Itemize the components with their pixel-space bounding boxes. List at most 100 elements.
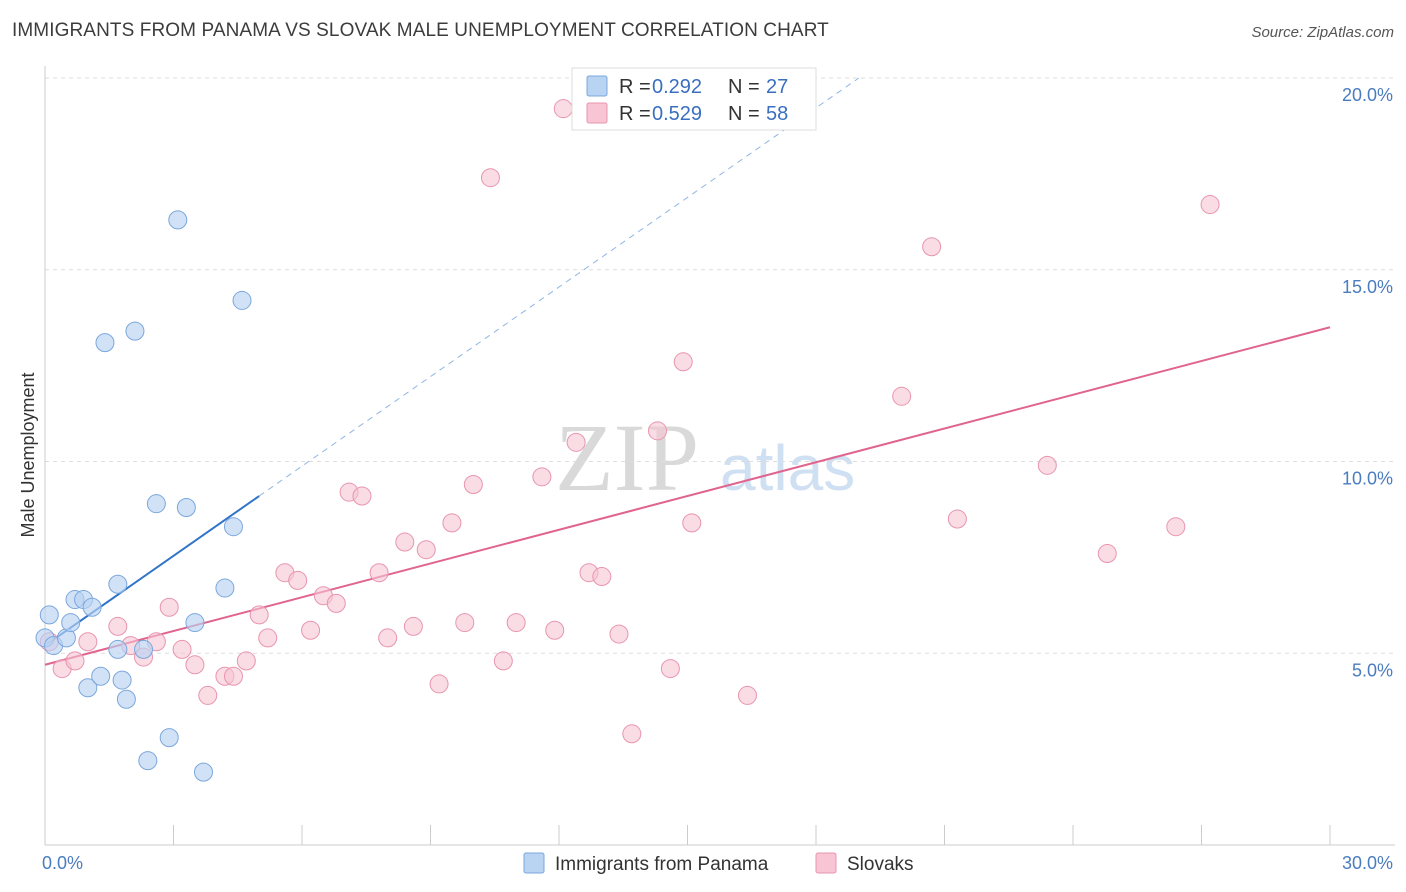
slovaks-point xyxy=(258,628,278,648)
slovaks-point xyxy=(172,639,192,659)
panama-point xyxy=(193,762,213,782)
watermark: ZIP atlas xyxy=(555,404,855,511)
slovaks-point xyxy=(673,352,693,372)
legend-box xyxy=(571,67,817,131)
panama-point xyxy=(112,670,132,690)
watermark-zip: ZIP xyxy=(555,404,699,511)
panama-point xyxy=(138,751,158,771)
legend-n-label-slovaks: N = xyxy=(728,103,760,125)
panama-point xyxy=(39,605,59,625)
slovaks-point xyxy=(288,570,308,590)
legend-r-label-slovaks: R = xyxy=(619,103,651,125)
panama-trendline-extension xyxy=(258,77,860,497)
slovaks-point xyxy=(892,386,912,406)
series-legend-swatch-slovaks xyxy=(815,852,837,874)
slovaks-point xyxy=(506,613,526,633)
slovaks-point xyxy=(553,99,573,119)
slovaks-point xyxy=(592,567,612,587)
slovaks-point xyxy=(236,651,256,671)
slovaks-point xyxy=(493,651,513,671)
stats-legend: R = 0.292 N = 27 R = 0.529 N = 58 xyxy=(571,67,817,131)
series-legend-swatch-panama xyxy=(523,852,545,874)
panama-points xyxy=(35,210,252,782)
panama-point xyxy=(159,728,179,748)
y-tick-label-15: 15.0% xyxy=(1342,277,1393,297)
panama-point xyxy=(116,689,136,709)
y-tick-labels: 5.0% 10.0% 15.0% 20.0% xyxy=(1342,85,1393,680)
slovaks-point xyxy=(532,467,552,487)
panama-point xyxy=(108,639,128,659)
y-tick-label-5: 5.0% xyxy=(1352,660,1393,680)
panama-point xyxy=(91,666,111,686)
slovaks-point xyxy=(1097,544,1117,564)
legend-swatch-slovaks xyxy=(586,102,608,124)
panama-trendline xyxy=(44,495,260,647)
slovaks-point xyxy=(78,632,98,652)
legend-n-label-panama: N = xyxy=(728,76,760,98)
axes xyxy=(44,66,1395,846)
y-tick-label-10: 10.0% xyxy=(1342,469,1393,489)
slovaks-point xyxy=(922,237,942,257)
chart-source: Source: ZipAtlas.com xyxy=(1251,24,1394,41)
slovaks-point xyxy=(185,655,205,675)
panama-point xyxy=(215,578,235,598)
legend-n-value-panama: 27 xyxy=(766,76,788,98)
panama-point xyxy=(185,613,205,633)
slovaks-point xyxy=(108,616,128,636)
y-tick-label-20: 20.0% xyxy=(1342,85,1393,105)
slovaks-point xyxy=(378,628,398,648)
chart-title: IMMIGRANTS FROM PANAMA VS SLOVAK MALE UN… xyxy=(12,20,829,41)
slovaks-point xyxy=(947,509,967,529)
slovaks-point xyxy=(737,685,757,705)
panama-point xyxy=(134,639,154,659)
slovaks-point xyxy=(403,616,423,636)
slovaks-point xyxy=(301,620,321,640)
panama-point xyxy=(223,517,243,537)
watermark-atlas: atlas xyxy=(720,432,855,504)
slovaks-point xyxy=(223,666,243,686)
slovaks-point xyxy=(622,724,642,744)
panama-point xyxy=(125,321,145,341)
gridlines xyxy=(45,77,1395,654)
panama-point xyxy=(168,210,188,230)
panama-point xyxy=(95,333,115,353)
panama-point xyxy=(108,574,128,594)
slovaks-point xyxy=(249,605,269,625)
panama-point xyxy=(176,498,196,518)
series-legend: Immigrants from Panama Slovaks xyxy=(523,852,914,875)
y-axis-title: Male Unemployment xyxy=(18,372,38,537)
slovaks-point xyxy=(326,593,346,613)
legend-r-label-panama: R = xyxy=(619,76,651,98)
slovaks-trendline xyxy=(44,326,1331,666)
x-ticks xyxy=(173,825,1331,845)
slovaks-point xyxy=(352,486,372,506)
slovaks-point xyxy=(442,513,462,533)
slovaks-point xyxy=(395,532,415,552)
slovaks-point xyxy=(682,513,702,533)
slovaks-point xyxy=(159,597,179,617)
series-legend-label-panama: Immigrants from Panama xyxy=(555,854,769,875)
slovaks-point xyxy=(660,659,680,679)
slovaks-point xyxy=(1166,517,1186,537)
slovaks-point xyxy=(455,613,475,633)
legend-swatch-panama xyxy=(586,75,608,97)
panama-point xyxy=(61,613,81,633)
slovaks-point xyxy=(609,624,629,644)
slovaks-point xyxy=(545,620,565,640)
slovaks-point xyxy=(198,685,218,705)
panama-point xyxy=(82,597,102,617)
panama-point xyxy=(146,494,166,514)
legend-r-value-panama: 0.292 xyxy=(652,76,702,98)
slovaks-point xyxy=(429,674,449,694)
series-legend-label-slovaks: Slovaks xyxy=(847,854,914,875)
slovaks-point xyxy=(566,432,586,452)
slovaks-point xyxy=(416,540,436,560)
panama-point xyxy=(78,678,98,698)
x-tick-label-min: 0.0% xyxy=(42,853,83,873)
slovaks-point xyxy=(1200,195,1220,215)
panama-point xyxy=(232,290,252,310)
x-tick-label-max: 30.0% xyxy=(1342,853,1393,873)
slovaks-point xyxy=(480,168,500,188)
slovaks-point xyxy=(463,475,483,495)
